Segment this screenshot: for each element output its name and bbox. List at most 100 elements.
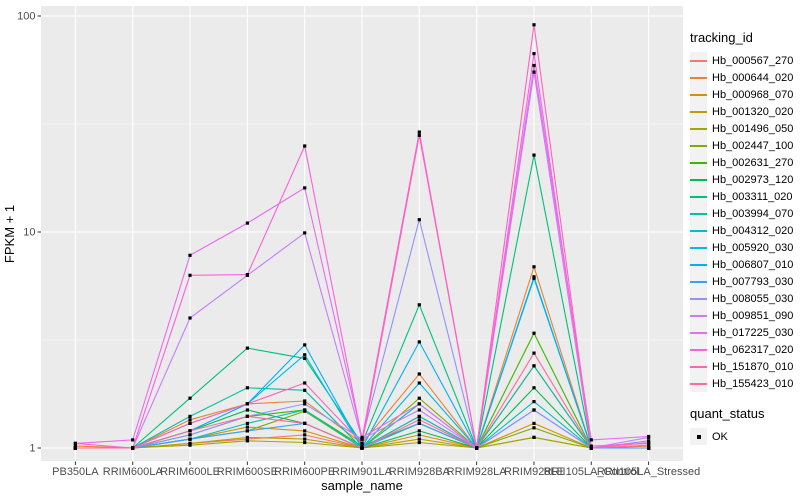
legend-key-line (690, 110, 707, 113)
data-point (417, 402, 421, 406)
data-point (188, 433, 192, 437)
data-point (131, 446, 135, 450)
y-tick-label: 1 (29, 443, 35, 455)
data-point (532, 435, 536, 439)
data-point (303, 402, 307, 406)
y-tick-label: 100 (17, 11, 35, 23)
data-point (532, 364, 536, 368)
legend-key-line (690, 314, 707, 317)
legend-entry: Hb_000644_020 (690, 69, 793, 86)
data-point (417, 218, 421, 222)
legend-label: Hb_002631_270 (712, 156, 794, 169)
data-point (417, 340, 421, 344)
x-tick-label: RRII105LA_Stressed (597, 466, 700, 478)
data-point (303, 433, 307, 437)
data-point (303, 144, 307, 148)
legend-key-line (690, 144, 707, 147)
legend-title-quant-status: quant_status (690, 406, 765, 421)
data-point (532, 386, 536, 390)
legend-entry: Hb_001496_050 (690, 120, 793, 137)
x-tick-label: RRIM928BA (389, 466, 451, 478)
x-tick-label: RRIM901LA (332, 466, 393, 478)
data-point (589, 446, 593, 450)
data-point (360, 435, 364, 439)
legend-entry: Hb_007793_030 (690, 273, 793, 290)
data-point (417, 414, 421, 418)
data-point (532, 70, 536, 74)
legend-label: Hb_000567_270 (712, 54, 794, 67)
x-tick-label: RRIM600LA (103, 466, 164, 478)
data-point (188, 253, 192, 257)
data-point (188, 316, 192, 320)
legend-label: Hb_062317_020 (712, 343, 794, 356)
data-point (417, 303, 421, 307)
legend-label: Hb_003994_070 (712, 207, 794, 220)
data-point (532, 351, 536, 355)
legend-key-line (690, 93, 707, 96)
data-point (417, 130, 421, 134)
data-point (360, 437, 364, 441)
data-point (589, 438, 593, 442)
x-tick-label: RRIM928LE (504, 466, 564, 478)
data-point (417, 418, 421, 422)
legend-key-line (690, 76, 707, 79)
legend-key-line (690, 246, 707, 249)
data-point (532, 408, 536, 412)
data-point (303, 356, 307, 360)
data-point (647, 439, 651, 443)
x-tick-label: RRIM600LE (160, 466, 220, 478)
legend-entry: Hb_002973_120 (690, 171, 793, 188)
legend-label: Hb_155423_010 (712, 377, 794, 390)
legend-entry: Hb_155423_010 (690, 375, 793, 392)
data-point (303, 408, 307, 412)
data-point (589, 444, 593, 448)
legend-entry: Hb_000567_270 (690, 52, 793, 69)
y-axis-title: FPKM + 1 (2, 205, 17, 263)
data-point (245, 439, 249, 443)
legend-label: Hb_008055_030 (712, 292, 794, 305)
legend-entry: Hb_002631_270 (690, 154, 793, 171)
data-point (131, 438, 135, 442)
legend-entry: Hb_062317_020 (690, 341, 793, 358)
legend-key-line (690, 59, 707, 62)
data-point (532, 153, 536, 157)
legend-key-box (690, 307, 707, 324)
legend-key-box (690, 239, 707, 256)
data-point (647, 446, 651, 450)
y-tick-label: 10 (23, 227, 35, 239)
data-point (360, 446, 364, 450)
data-point (303, 381, 307, 385)
legend-key-box (690, 222, 707, 239)
legend-entry: Hb_002447_100 (690, 137, 793, 154)
data-point (245, 221, 249, 225)
data-point (188, 273, 192, 277)
data-point (245, 402, 249, 406)
legend-key-box (690, 52, 707, 69)
data-point (647, 434, 651, 439)
data-point (188, 418, 192, 422)
data-point (647, 440, 651, 445)
x-tick-label: RRII105LA_Control (544, 466, 639, 478)
legend-entry: Hb_001320_020 (690, 103, 793, 120)
data-point (360, 444, 364, 448)
legend-key-box (690, 86, 707, 103)
legend-key-box (690, 188, 707, 205)
x-tick-label: RRIM600SE (217, 466, 278, 478)
data-point (188, 443, 192, 447)
data-point (417, 433, 421, 437)
data-point (245, 408, 249, 412)
legend-entry: Hb_006807_010 (690, 256, 793, 273)
legend-key-line (690, 195, 707, 198)
legend-title-tracking-id: tracking_id (690, 30, 753, 45)
legend: tracking_id Hb_000567_270 Hb_000644_020 Hb… (690, 30, 793, 445)
data-point (245, 421, 249, 425)
data-point (417, 133, 421, 137)
legend-entry: Hb_017225_030 (690, 324, 793, 341)
legend-key-box (690, 103, 707, 120)
data-point (532, 265, 536, 269)
legend-entries: Hb_000567_270 Hb_000644_020 Hb_000968_070 H… (690, 52, 793, 392)
legend-label: Hb_000644_020 (712, 71, 794, 84)
data-point (417, 372, 421, 376)
data-point (647, 443, 651, 447)
data-point (417, 440, 421, 445)
